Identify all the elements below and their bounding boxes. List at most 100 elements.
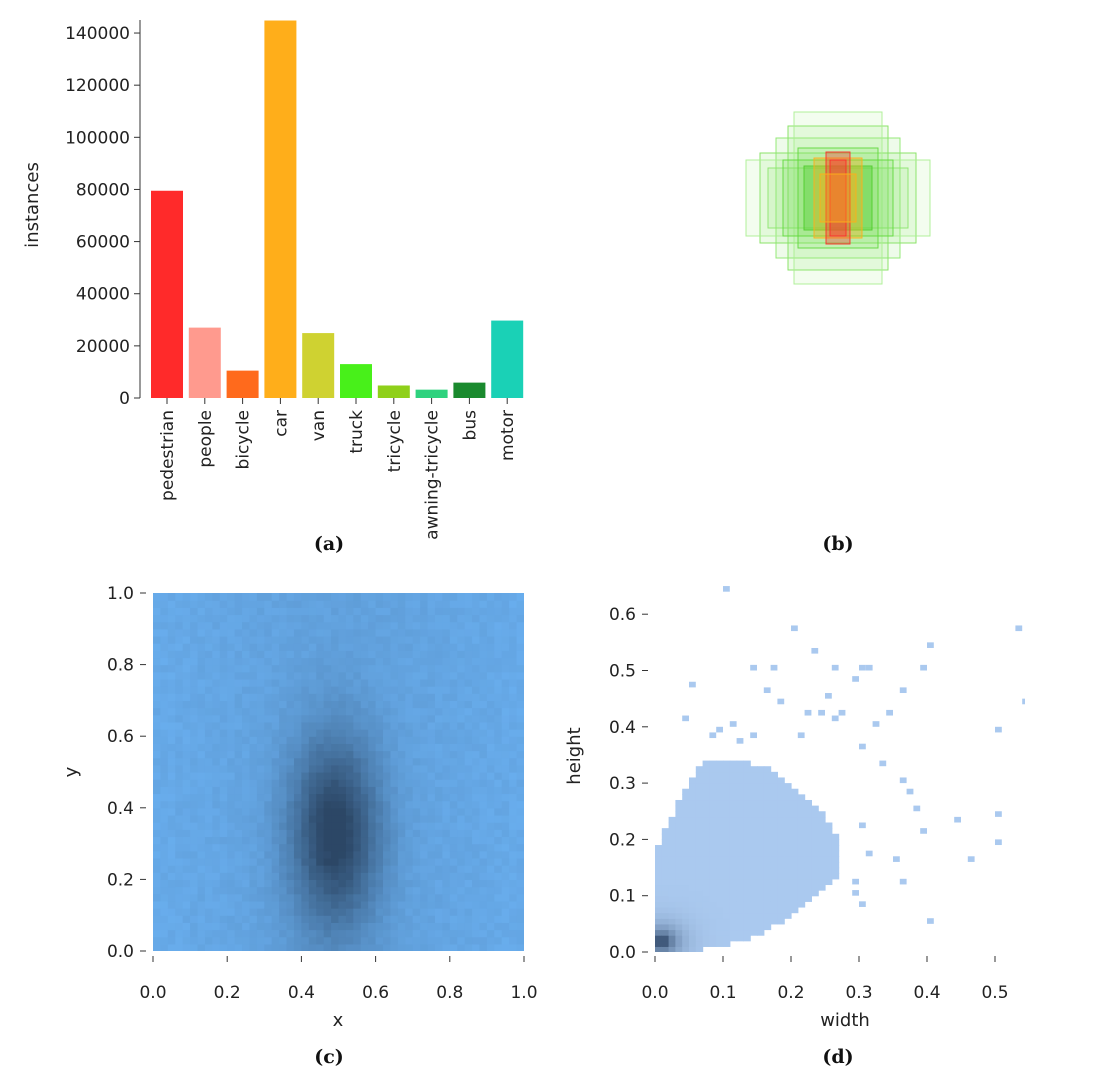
heatmap-cell [390, 657, 399, 666]
heatmap-cell [472, 843, 481, 852]
heatmap-cell [204, 607, 213, 616]
heatmap-cell [175, 908, 184, 916]
heatmap-cell [375, 657, 384, 666]
heatmap-cell [716, 906, 724, 914]
heatmap-cell [661, 940, 670, 947]
heatmap-cell [825, 878, 833, 886]
heatmap-cell [509, 714, 518, 723]
heatmap-cell [227, 886, 236, 895]
heatmap-cell [472, 857, 481, 866]
heatmap-cell [457, 686, 466, 694]
heatmap-cell [153, 714, 162, 723]
heatmap-cell [695, 828, 704, 835]
heatmap-cell [197, 786, 206, 795]
heatmap-cell [750, 771, 758, 779]
heatmap-cell [353, 779, 362, 787]
heatmap-cell [242, 736, 251, 744]
heatmap-cell [472, 814, 481, 823]
heatmap-cell [457, 707, 466, 716]
heatmap-cell [153, 872, 162, 880]
heatmap-cell [219, 929, 228, 938]
heatmap-cell [160, 607, 169, 616]
heatmap-cell [242, 700, 251, 709]
heatmap-cell [160, 700, 169, 709]
heatmap-cell [479, 600, 488, 608]
heatmap-cell [197, 621, 206, 630]
heatmap-cell [427, 714, 436, 723]
heatmap-cell [308, 614, 317, 623]
heatmap-cell [770, 895, 778, 902]
heatmap-cell [427, 836, 436, 845]
heatmap-cell [153, 922, 162, 931]
heatmap-cell [197, 836, 206, 845]
heatmap-cell [182, 700, 191, 709]
heatmap-cell [182, 736, 191, 744]
heatmap-cell [784, 828, 792, 835]
heatmap-cell [397, 900, 406, 909]
heatmap-cell [509, 700, 518, 709]
heatmap-cell [501, 757, 510, 766]
heatmap-cell [167, 915, 176, 923]
heatmap-cell [763, 771, 772, 779]
heatmap-cell [770, 783, 778, 790]
heatmap-cell [723, 822, 731, 829]
heatmap-cell [516, 693, 524, 701]
heatmap-cell [197, 814, 206, 823]
heatmap-cell [204, 786, 213, 795]
heatmap-cell [457, 657, 466, 666]
heatmap-cell [264, 664, 273, 673]
heatmap-cell [360, 628, 369, 637]
heatmap-cell [702, 799, 710, 807]
heatmap-cell [442, 800, 451, 809]
heatmap-cell [301, 736, 310, 744]
heatmap-cell [743, 766, 751, 773]
heatmap-cell [375, 922, 384, 931]
heatmap-cell [750, 822, 758, 829]
heatmap-cell [338, 915, 347, 923]
heatmap-cell [323, 943, 332, 951]
heatmap-cell [242, 879, 251, 888]
heatmap-cell [716, 929, 724, 936]
heatmap-cell [516, 915, 524, 923]
heatmap-cell [472, 936, 481, 945]
heatmap-cell [227, 643, 236, 651]
heatmap-cell [345, 886, 354, 895]
heatmap-cell [264, 650, 273, 659]
heatmap-cell [390, 936, 399, 945]
heatmap-cell [412, 614, 421, 623]
heatmap-cell [286, 671, 295, 680]
heatmap-cell [427, 757, 436, 766]
heatmap-cell [153, 643, 162, 651]
heatmap-cell [397, 814, 406, 823]
heatmap-cell [390, 800, 399, 809]
heatmap-cell [464, 943, 473, 951]
heatmap-cell [182, 936, 191, 945]
heatmap-cell [736, 856, 744, 863]
heatmap-cell [316, 743, 325, 752]
heatmap-cell [331, 657, 340, 666]
heatmap-cell [271, 764, 280, 773]
heatmap-cell [420, 614, 429, 623]
heatmap-cell [695, 766, 704, 773]
heatmap-cell [464, 915, 473, 923]
heatmap-cell [360, 657, 369, 666]
heatmap-cell [153, 729, 162, 737]
heatmap-cell [682, 906, 690, 914]
heatmap-cell [190, 900, 199, 909]
heatmap-cell [757, 912, 765, 919]
heatmap-cell [293, 664, 302, 673]
heatmap-cell [390, 793, 399, 802]
heatmap-cell [353, 707, 362, 716]
heatmap-cell [153, 686, 162, 694]
heatmap-cell [256, 664, 265, 673]
heatmap-cell [160, 707, 169, 716]
heatmap-cell [197, 714, 206, 723]
heatmap-cell [757, 777, 765, 784]
heatmap-cell [242, 721, 251, 730]
heatmap-cell [479, 793, 488, 802]
heatmap-cell [729, 929, 738, 936]
heatmap-cell [249, 822, 258, 830]
heatmap-cell [494, 943, 503, 951]
heatmap-cell [763, 912, 772, 919]
